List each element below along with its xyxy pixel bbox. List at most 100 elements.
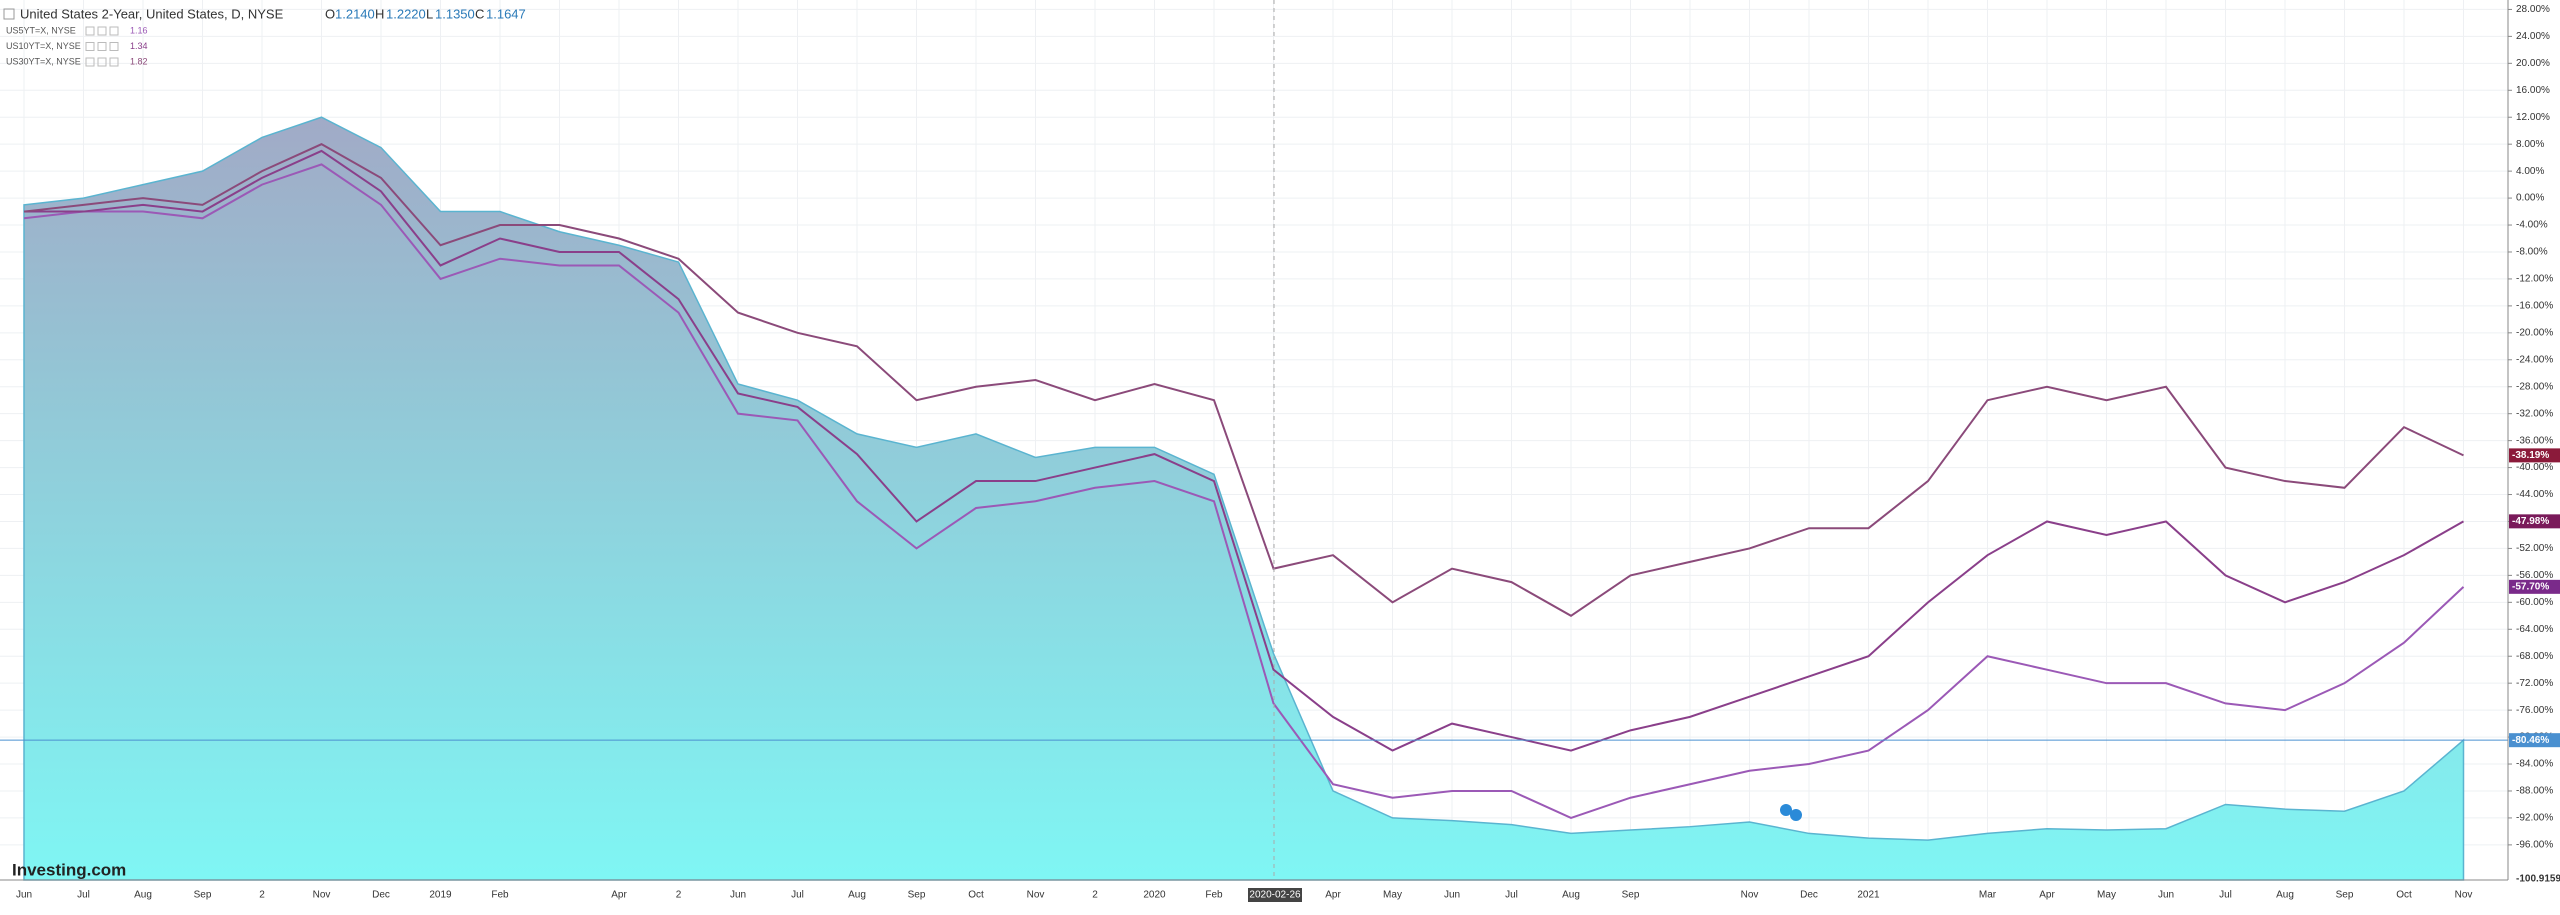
y-tick-label: -52.00% [2516,543,2553,554]
x-tick-label: Mar [1979,890,1997,901]
collapse-icon[interactable] [3,8,15,20]
x-tick-label: Sep [908,890,926,901]
area [23,116,2465,881]
x-tick-label: Aug [848,890,866,901]
x-tick-label: Oct [968,890,984,901]
legend-icon [85,57,95,67]
logo: Investing.com [12,860,126,879]
y-tick-label: -96.00% [2516,840,2553,851]
legend-icon [109,57,119,67]
legend-icon [109,42,119,51]
y-tick-label: -88.00% [2516,786,2553,797]
legend-value: 1.82 [130,56,148,66]
x-tick-label: Jun [1444,890,1460,901]
x-tick-label: Jun [2158,890,2174,901]
x-tick-label: Jul [2219,890,2232,901]
y-tick-label: -12.00% [2516,274,2553,285]
y-tick-label: -68.00% [2516,651,2553,662]
last-value-label: -80.46% [2512,735,2549,746]
y-tick-label: -92.00% [2516,813,2553,824]
x-tick-label: Jun [730,890,746,901]
y-tick-label: -84.00% [2516,759,2553,770]
last-value-label: -57.70% [2512,581,2549,592]
event-marker[interactable] [1780,804,1792,816]
y-tick-label: 12.00% [2516,112,2550,123]
plot [0,116,2508,881]
x-tick-label: Nov [1027,890,1045,901]
x-tick-label: Dec [372,890,390,901]
y-tick-label: 4.00% [2516,166,2544,177]
legend-icon [97,42,107,51]
x-tick-label: Apr [1325,890,1341,901]
x-tick-label: Apr [2039,890,2055,901]
close-label: C [475,6,484,21]
y-tick-label: -72.00% [2516,678,2553,689]
labels: United States 2-Year, United States, D, … [3,4,2560,902]
line [23,163,2465,820]
y-tick-label: -28.00% [2516,381,2553,392]
y-tick-label: -56.00% [2516,570,2553,581]
legend-value: 1.16 [130,25,148,35]
last-value-label: -38.19% [2512,450,2549,461]
legend-name: US5YT=X, NYSE [6,25,76,35]
y-tick-label: 20.00% [2516,58,2550,69]
x-tick-label: Apr [611,890,627,901]
legend-icon [85,42,95,51]
legend-icon [97,26,107,36]
y-tick-label: 16.00% [2516,85,2550,96]
low-label: L [426,6,433,21]
x-tick-label: May [2097,890,2116,901]
y-tick-label: -4.00% [2516,220,2548,231]
legend-icon [109,26,119,36]
event-marker[interactable] [1790,809,1802,821]
close-value: 1.1647 [486,6,526,21]
y-tick-label: 8.00% [2516,139,2544,150]
y-axis-bottom-label: -100.9159 [2516,874,2560,885]
open-value: 1.2140 [335,6,375,21]
x-tick-label: 2020 [1143,890,1166,901]
line [24,149,2464,752]
legend-name: US30YT=X, NYSE [6,56,81,66]
y-tick-label: -20.00% [2516,327,2553,338]
high-value: 1.2220 [386,6,426,21]
low-value: 1.1350 [435,6,475,21]
x-tick-label: Oct [2396,890,2412,901]
last-value-bg [2509,448,2560,463]
line [23,143,2464,617]
y-tick-label: -60.00% [2516,597,2553,608]
crosshair-label-bg [1248,888,1302,902]
y-tick-label: 0.00% [2516,193,2544,204]
y-tick-label: -16.00% [2516,301,2553,312]
high-label: H [375,6,384,21]
legend-icon [85,26,95,36]
legend-name: US10YT=X, NYSE [6,41,81,51]
last-value-bg [2509,733,2560,748]
open-label: O [325,6,335,21]
x-tick-label: Sep [1622,890,1640,901]
x-tick-label: Sep [194,890,212,901]
x-tick-label: Nov [1741,890,1759,901]
x-tick-label: 2019 [429,890,452,901]
y-tick-label: 28.00% [2516,4,2550,15]
legend-value: 1.34 [130,41,148,51]
x-tick-label: Jul [791,890,804,901]
last-value-bg [2509,579,2560,594]
header-title: United States 2-Year, United States, D, … [20,6,284,21]
y-tick-label: -32.00% [2516,408,2553,419]
x-tick-label: 2 [676,890,682,901]
x-tick-label: Jul [77,890,90,901]
x-tick-label: 2 [1092,890,1098,901]
x-tick-label: Nov [313,890,331,901]
y-tick-label: 24.00% [2516,31,2550,42]
crosshair-label: 2020-02-26 [1249,890,1301,901]
x-tick-label: Feb [491,890,509,901]
last-value-label: -47.98% [2512,516,2549,527]
x-tick-label: Jul [1505,890,1518,901]
last-value-bg [2509,514,2560,529]
x-tick-label: Nov [2455,890,2473,901]
legend-icon [97,57,107,67]
y-tick-label: -24.00% [2516,354,2553,365]
y-tick-label: -8.00% [2516,247,2548,258]
